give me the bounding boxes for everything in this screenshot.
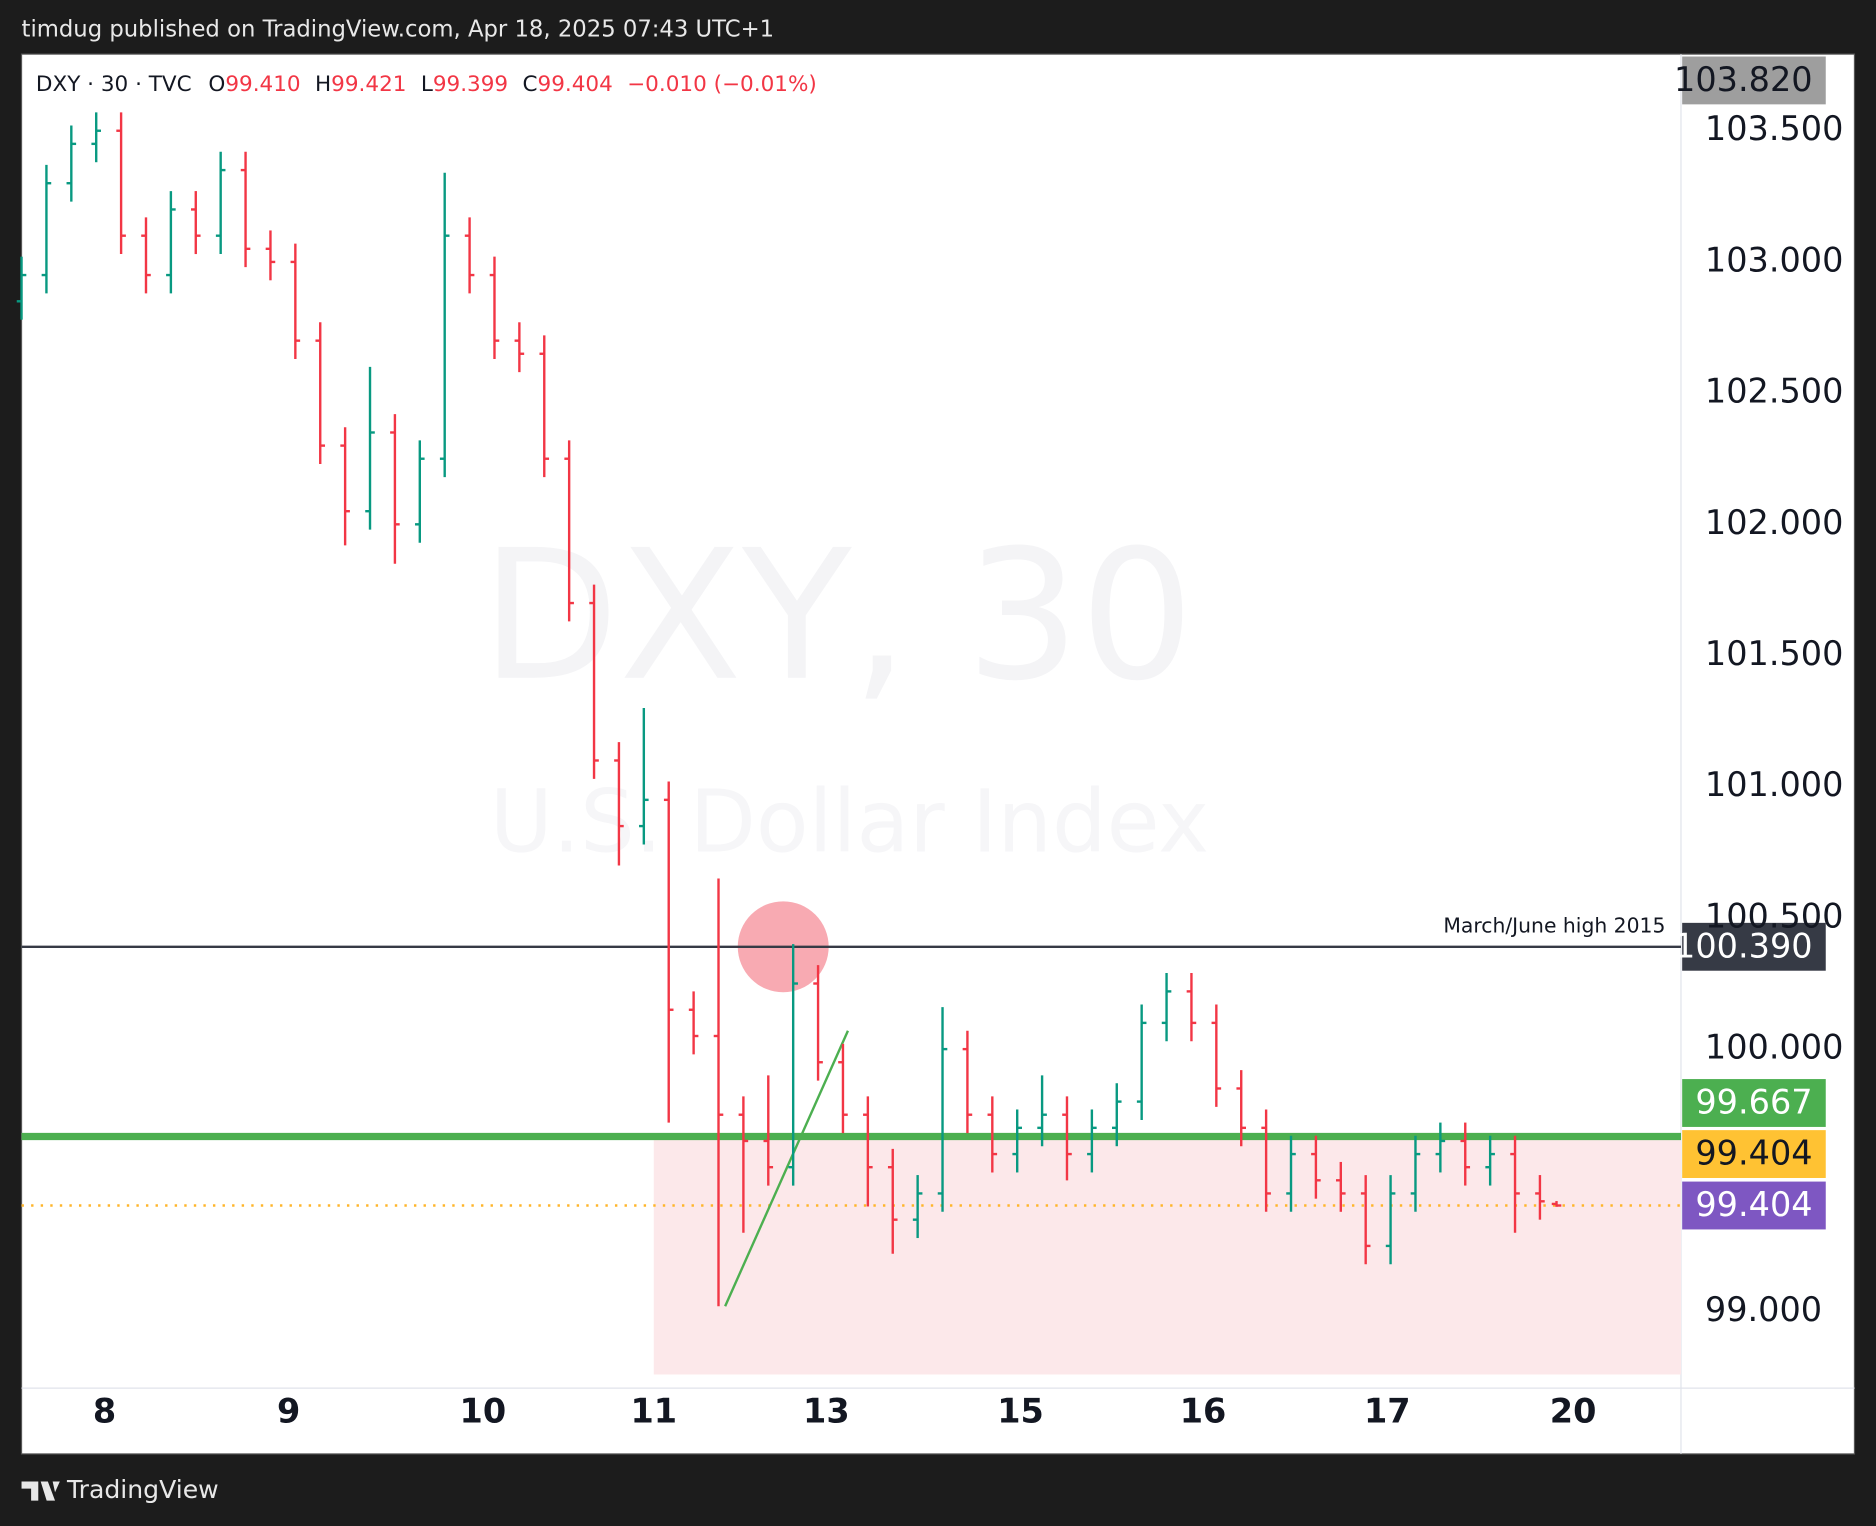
y-tick-label: 102.500 (1705, 372, 1844, 411)
close-price-label: 99.404 (1695, 1134, 1812, 1173)
price-label-box (1682, 1130, 1826, 1178)
logo-mark (21, 1481, 60, 1501)
x-tick-label: 16 (1180, 1392, 1227, 1431)
footer-logo: TradingView (21, 1475, 219, 1504)
trendline (724, 1030, 850, 1307)
legend-key: L (421, 72, 433, 97)
legend-value: 99.410 (225, 72, 300, 97)
x-tick-label: 20 (1550, 1392, 1597, 1431)
y-tick-label: 100.000 (1705, 1028, 1844, 1067)
x-tick-label: 9 (277, 1392, 300, 1431)
legend-value: 99.399 (433, 72, 508, 97)
legend-value: 99.404 (538, 72, 613, 97)
x-tick-label: 17 (1364, 1392, 1411, 1431)
plot: March/June high 2015 (16, 112, 1681, 1375)
price-label-box (1682, 56, 1826, 105)
y-tick-label: 99.000 (1705, 1290, 1822, 1329)
y-tick-label: 100.500 (1705, 896, 1844, 935)
axes: 100.390 99.667 103.500 103.000 102.500 102.00… (36, 56, 1844, 1431)
price-label-box (1682, 922, 1826, 971)
y-tick-label: 103.500 (1705, 109, 1844, 148)
y-tick-label: 102.000 (1705, 503, 1844, 542)
y-tick-label: 103.000 (1705, 240, 1844, 279)
current-price-label: 99.404 (1695, 1185, 1812, 1224)
x-tick-label: 8 (93, 1392, 116, 1431)
legend-symbol: DXY · 30 · TVC (36, 72, 192, 97)
legend-key: H (315, 72, 331, 97)
footer-brand: TradingView (66, 1475, 219, 1504)
legend-key: O (208, 72, 225, 97)
price-label-box (1682, 1079, 1826, 1127)
zone (653, 1139, 1681, 1375)
header-text: timdug published on TradingView.com, Apr… (22, 17, 775, 43)
price-label-box (1682, 1181, 1826, 1230)
legend: DXY · 30 · TVC O99.410 H99.421 L99.399 C99.4… (36, 72, 817, 97)
line-annotation: March/June high 2015 (1443, 913, 1665, 937)
y-tick-label: 101.500 (1705, 634, 1844, 673)
x-tick-label: 11 (630, 1392, 677, 1431)
legend-key: C (522, 72, 537, 97)
y-tick-label: 101.000 (1705, 765, 1844, 804)
watermark-name: U.S. Dollar Index (490, 773, 1209, 873)
legend-change: −0.010 (−0.01%) (627, 72, 817, 97)
price-label: 99.667 (1695, 1083, 1812, 1122)
x-tick-label: 15 (997, 1392, 1044, 1431)
x-tick-label: 13 (803, 1392, 850, 1431)
x-tick-label: 10 (460, 1392, 507, 1431)
high-marker-label: 103.820 (1674, 60, 1813, 99)
legend-value: 99.421 (331, 72, 406, 97)
price-label: 100.390 (1674, 926, 1813, 965)
watermark-symbol: DXY, 30 (481, 512, 1194, 721)
